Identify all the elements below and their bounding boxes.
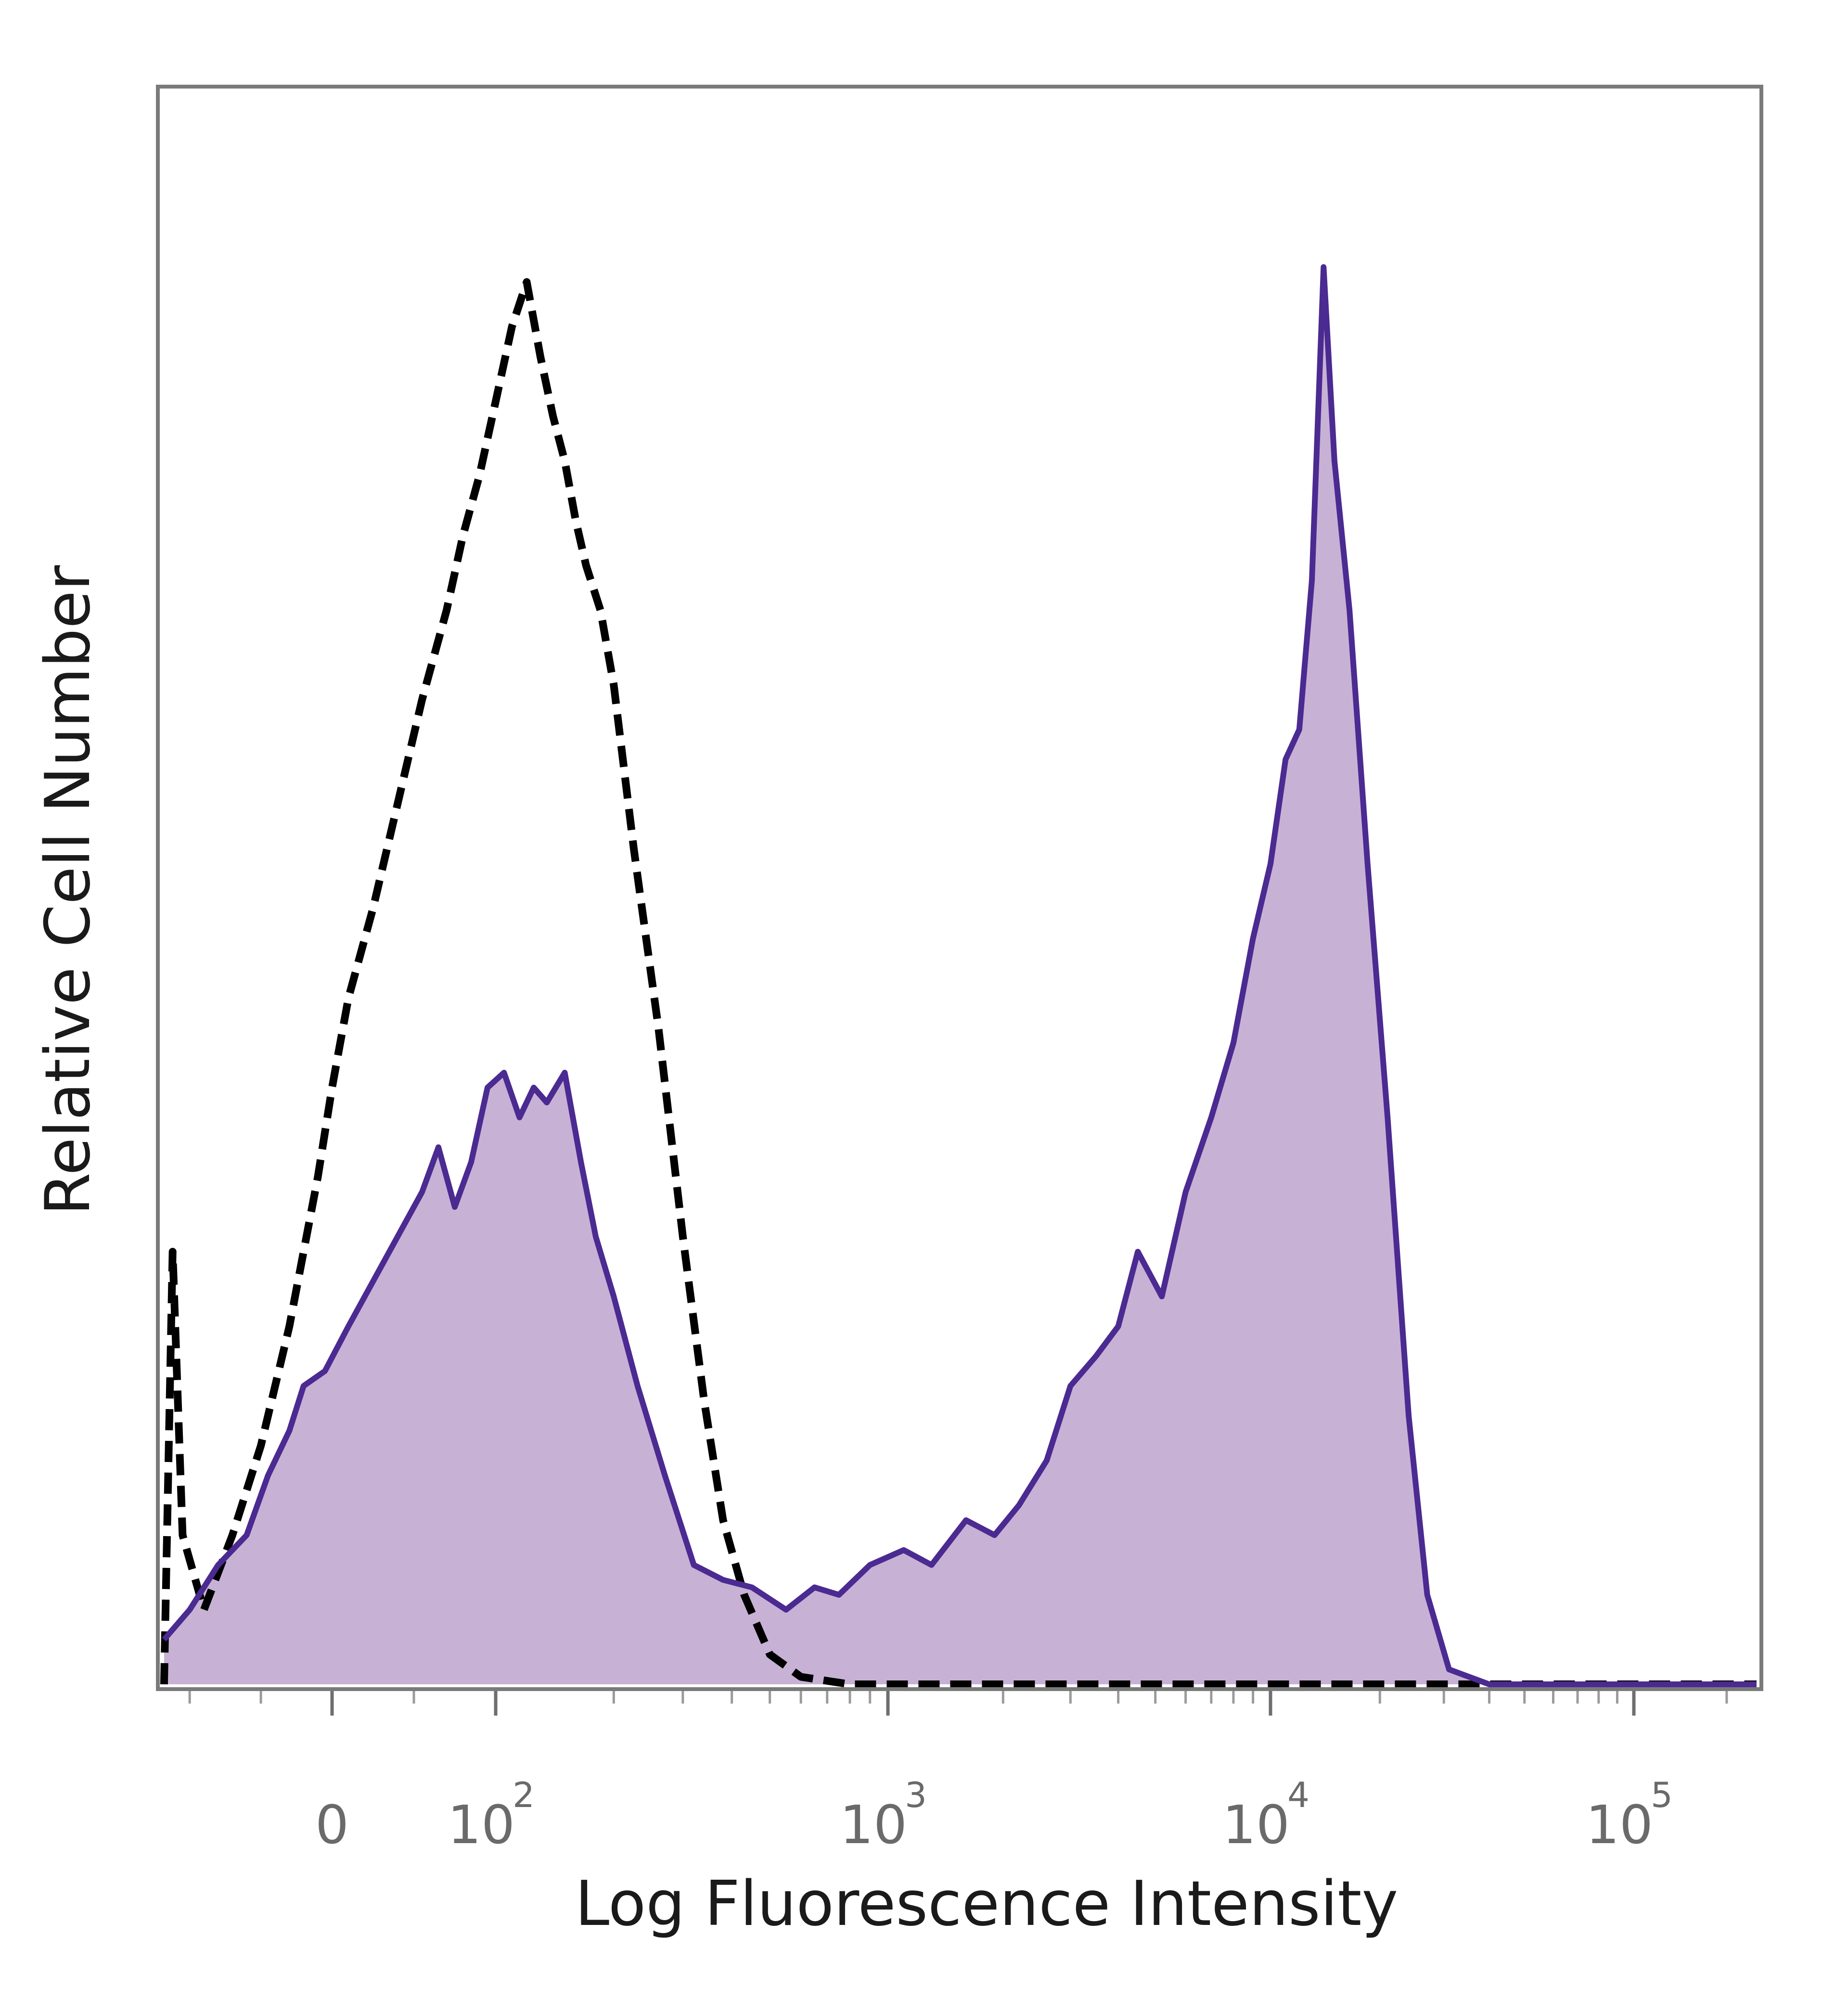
x-tick-label: 10 bbox=[1586, 1794, 1653, 1856]
stained-series-area bbox=[164, 267, 1757, 1684]
x-tick-labels: 0 102 103 104 105 bbox=[315, 1775, 1673, 1856]
x-tick-exponent: 5 bbox=[1651, 1775, 1673, 1815]
x-tick-exponent: 4 bbox=[1287, 1775, 1309, 1815]
x-tick-exponent: 3 bbox=[905, 1775, 927, 1815]
stained-series-line bbox=[162, 264, 1757, 1687]
y-axis-label: Relative Cell Number bbox=[32, 565, 104, 1215]
x-tick-label: 0 bbox=[315, 1794, 349, 1856]
x-major-ticks bbox=[330, 1689, 1636, 1716]
x-axis-label: Log Fluorescence Intensity bbox=[575, 1868, 1398, 1940]
x-tick-exponent: 2 bbox=[513, 1775, 535, 1815]
plot-frame bbox=[156, 85, 1763, 1691]
x-tick-label: 10 bbox=[448, 1794, 515, 1856]
x-tick-label: 10 bbox=[840, 1794, 907, 1856]
x-minor-ticks bbox=[188, 1689, 1728, 1704]
x-tick-label: 10 bbox=[1222, 1794, 1290, 1856]
control-series-line bbox=[160, 278, 1757, 1688]
